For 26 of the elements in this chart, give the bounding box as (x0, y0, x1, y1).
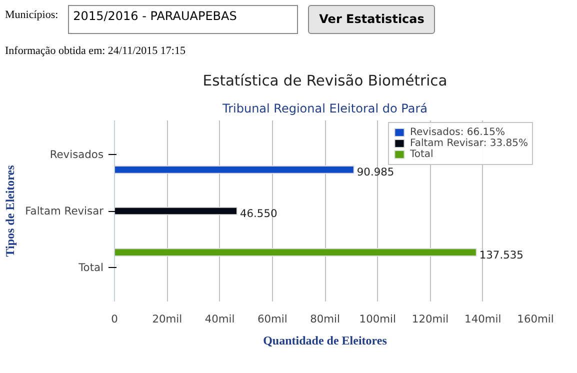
legend-label: Faltam Revisar: 33.85% (410, 138, 528, 149)
data-label: 137.535 (479, 248, 524, 262)
x-tick-label: 0 (111, 312, 118, 326)
text: Ver Estatisticas (319, 11, 424, 28)
chart-title: Estatística de Revisão Biométrica (202, 72, 448, 90)
x-axis-title: Quantidade de Eleitores (263, 333, 388, 348)
x-tick-label: 40mil (204, 312, 235, 326)
data-label: 46.550 (240, 206, 278, 220)
x-tick-label: 20mil (152, 312, 182, 326)
x-tick-label: 160mil (517, 312, 554, 326)
x-tick-label: 60mil (257, 312, 288, 326)
text: 2015/2016 - PARAUAPEBAS (73, 8, 237, 25)
x-tick-label: 80mil (310, 312, 340, 326)
chart-subtitle: Tribunal Regional Eleitoral do Pará (222, 101, 428, 116)
legend-label: Total (410, 148, 434, 160)
x-tick-label: 100mil (359, 312, 396, 326)
y-axis-title: Tipos de Eleitores (3, 164, 18, 257)
y-tick-label: Revisados (50, 148, 104, 161)
legend-label: Revisados: 66.15% (410, 126, 506, 138)
y-tick-label: Total (78, 260, 104, 274)
x-tick-label: 120mil (412, 312, 449, 326)
x-tick-label: 140mil (464, 312, 502, 326)
text: Municípios: (5, 8, 58, 23)
y-tick-label: Faltam Revisar (25, 204, 104, 218)
text: Informação obtida em: 24/11/2015 17:15 (5, 44, 186, 60)
data-label: 90.985 (356, 166, 394, 179)
